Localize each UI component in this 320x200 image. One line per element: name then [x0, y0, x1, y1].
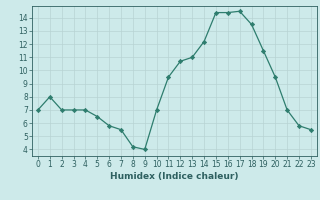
X-axis label: Humidex (Indice chaleur): Humidex (Indice chaleur) [110, 172, 239, 181]
